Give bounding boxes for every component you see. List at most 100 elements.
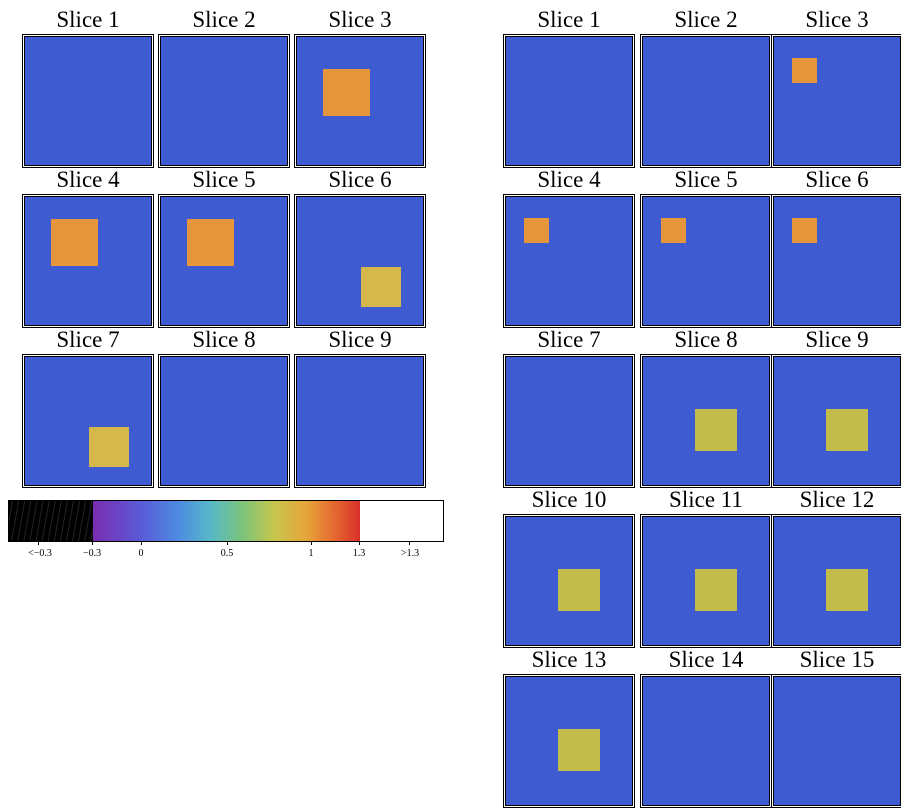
slice-frame — [771, 514, 901, 648]
slice-field — [160, 356, 288, 486]
colorbar-tick-label: 0 — [138, 548, 144, 559]
value-patch — [323, 69, 370, 116]
value-patch — [361, 267, 401, 307]
colorbar-tick — [38, 541, 39, 545]
slice-field — [773, 196, 901, 326]
slice-frame — [640, 674, 772, 808]
slice-title: Slice 6 — [805, 167, 869, 192]
colorbar-tick — [227, 541, 228, 545]
slice-field — [296, 356, 424, 486]
slice-frame — [503, 674, 635, 808]
slice-field — [642, 36, 770, 166]
slice-frame — [22, 194, 154, 328]
slice-title: Slice 4 — [56, 167, 120, 192]
slice-frame — [294, 34, 426, 168]
value-patch — [558, 569, 600, 611]
slice-field — [296, 196, 424, 326]
slice-title: Slice 5 — [192, 167, 256, 192]
slice-title: Slice 3 — [805, 7, 869, 32]
value-patch — [51, 219, 98, 266]
colorbar-tick — [311, 541, 312, 545]
slice-frame — [158, 194, 290, 328]
slice-title: Slice 7 — [537, 327, 601, 352]
slice-field — [642, 196, 770, 326]
colorbar-under-range — [9, 501, 93, 541]
value-patch — [524, 218, 549, 243]
slice-field — [24, 36, 152, 166]
slice-title: Slice 5 — [674, 167, 738, 192]
slice-field — [24, 196, 152, 326]
slice-field — [773, 676, 901, 806]
slice-title: Slice 13 — [531, 647, 607, 672]
slice-field — [773, 356, 901, 486]
slice-frame — [503, 514, 635, 648]
slice-field — [642, 516, 770, 646]
slice-frame — [640, 194, 772, 328]
value-patch — [661, 218, 686, 243]
slice-frame — [22, 34, 154, 168]
slice-title: Slice 12 — [799, 487, 875, 512]
slice-frame — [22, 354, 154, 488]
colorbar-legend: <−0.3 −0.3 0 0.5 1 1.3 >1.3 — [8, 500, 444, 570]
colorbar-tick — [409, 541, 410, 545]
colorbar-tick — [359, 541, 360, 545]
slice-frame — [294, 354, 426, 488]
slice-frame — [640, 354, 772, 488]
slice-frame — [771, 194, 901, 328]
slice-title: Slice 9 — [328, 327, 392, 352]
value-patch — [695, 409, 737, 451]
slice-field — [773, 516, 901, 646]
slice-frame — [640, 34, 772, 168]
colorbar-tick-label: <−0.3 — [28, 548, 52, 559]
colorbar-tick-label: 0.5 — [220, 548, 234, 559]
slice-frame — [640, 514, 772, 648]
slice-title: Slice 11 — [669, 487, 743, 512]
slice-frame — [503, 354, 635, 488]
value-patch — [695, 569, 737, 611]
colorbar-tick — [141, 541, 142, 545]
slice-title: Slice 3 — [328, 7, 392, 32]
slice-frame — [158, 34, 290, 168]
slice-title: Slice 6 — [328, 167, 392, 192]
value-patch — [187, 219, 234, 266]
value-patch — [89, 427, 129, 467]
slice-field — [505, 676, 633, 806]
value-patch — [826, 569, 868, 611]
slice-frame — [771, 354, 901, 488]
slice-title: Slice 9 — [805, 327, 869, 352]
value-patch — [826, 409, 868, 451]
slice-title: Slice 10 — [531, 487, 607, 512]
slice-frame — [771, 674, 901, 808]
colorbar-tick-label: 1.3 — [352, 548, 366, 559]
slice-field — [296, 36, 424, 166]
colorbar-tick-label: 1 — [308, 548, 314, 559]
colorbar-gradient — [93, 501, 360, 541]
colorbar — [8, 500, 444, 542]
colorbar-tick — [92, 541, 93, 545]
slice-title: Slice 14 — [668, 647, 744, 672]
slice-title: Slice 4 — [537, 167, 601, 192]
slice-title: Slice 2 — [674, 7, 738, 32]
colorbar-tick-label: >1.3 — [400, 548, 420, 559]
slice-frame — [294, 194, 426, 328]
slice-field — [160, 196, 288, 326]
colorbar-over-range — [360, 501, 443, 541]
slice-frame — [503, 194, 635, 328]
slice-title: Slice 7 — [56, 327, 120, 352]
slice-field — [773, 36, 901, 166]
colorbar-tick-label: −0.3 — [82, 548, 102, 559]
slice-title: Slice 2 — [192, 7, 256, 32]
slice-field — [24, 356, 152, 486]
slice-frame — [158, 354, 290, 488]
slice-title: Slice 1 — [537, 7, 601, 32]
slice-field — [642, 356, 770, 486]
value-patch — [558, 729, 600, 771]
slice-field — [160, 36, 288, 166]
slice-field — [642, 676, 770, 806]
slice-title: Slice 8 — [192, 327, 256, 352]
slice-frame — [503, 34, 635, 168]
slice-title: Slice 8 — [674, 327, 738, 352]
slice-field — [505, 36, 633, 166]
slice-field — [505, 516, 633, 646]
slice-title: Slice 15 — [799, 647, 875, 672]
